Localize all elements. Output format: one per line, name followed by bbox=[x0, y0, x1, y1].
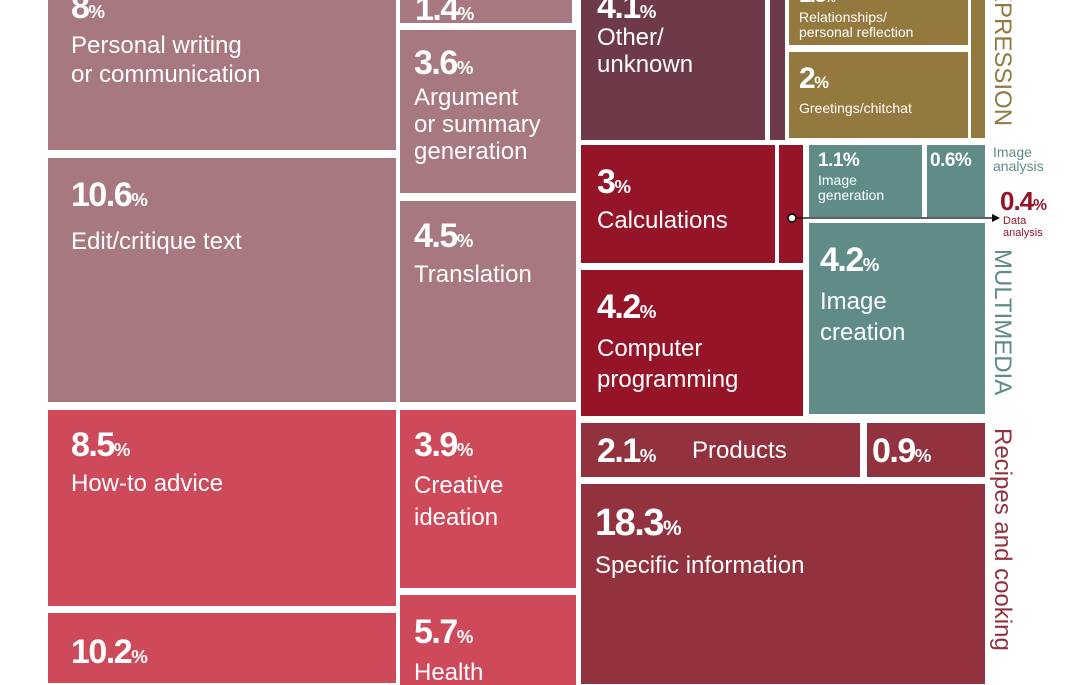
tile-label: Personal writing or communication bbox=[71, 32, 261, 88]
data-analysis-label: Data analysis bbox=[1003, 215, 1043, 240]
tile-howto[interactable]: 8.5% How-to advice bbox=[48, 410, 396, 606]
tile-other-narrow[interactable] bbox=[770, 0, 785, 140]
tile-recipes[interactable]: 0.9% bbox=[867, 423, 985, 477]
tile-label: Argument or summary generation bbox=[414, 84, 541, 165]
tile-value: 4.2% bbox=[820, 241, 880, 279]
tile-personal-writing[interactable]: 8% Personal writing or communication bbox=[48, 0, 396, 150]
tile-label: Calculations bbox=[597, 207, 728, 234]
tile-value: 4.2% bbox=[597, 288, 657, 326]
tile-label: Image creation bbox=[820, 288, 906, 347]
tile-image-generation[interactable]: 1.1% Image generation bbox=[809, 145, 922, 217]
tile-value: 5.7% bbox=[414, 613, 474, 651]
tile-label: Products bbox=[692, 437, 787, 464]
tile-value: 3.6% bbox=[414, 44, 474, 82]
group-label-expression: XPRESSION bbox=[989, 0, 1016, 127]
tile-value: 10.2% bbox=[71, 633, 148, 671]
tile-label: Edit/critique text bbox=[71, 228, 242, 255]
tile-bottom-left[interactable]: 10.2% bbox=[48, 613, 396, 683]
tile-label: Translation bbox=[414, 261, 532, 288]
tile-value: 10.6% bbox=[71, 176, 148, 214]
tile-image-creation[interactable]: 4.2% Image creation bbox=[809, 223, 985, 414]
tile-value: 4.1% bbox=[597, 0, 657, 26]
tile-data-analysis[interactable] bbox=[779, 145, 803, 263]
tile-value: 3% bbox=[597, 163, 632, 201]
tile-value: 3.9% bbox=[414, 426, 474, 464]
tile-label: Computer programming bbox=[597, 335, 739, 394]
tile-label: Image generation bbox=[818, 172, 885, 203]
data-analysis-callout-arrow bbox=[787, 213, 1000, 223]
tile-image-analysis[interactable]: 0.6% bbox=[927, 145, 985, 217]
tile-small-cut[interactable]: 1.4% bbox=[400, 0, 572, 23]
tile-translation[interactable]: 4.5% Translation bbox=[400, 201, 576, 402]
tile-expression-bar[interactable] bbox=[971, 0, 985, 138]
tile-value: 8% bbox=[71, 0, 106, 26]
tile-value: 4.5% bbox=[414, 217, 474, 255]
tile-calculations[interactable]: 3% Calculations bbox=[581, 145, 775, 263]
tile-label: Greetings/chitchat bbox=[799, 100, 912, 116]
tile-value: 2% bbox=[799, 62, 829, 95]
image-analysis-label: Image analysis bbox=[993, 144, 1044, 174]
data-analysis-value: 0.4% bbox=[1000, 186, 1047, 216]
tile-products[interactable]: 2.1% Products bbox=[581, 423, 860, 477]
tile-value: 1.3% bbox=[799, 0, 836, 6]
tile-value: 1.1% bbox=[818, 150, 860, 171]
tile-value: 18.3% bbox=[595, 502, 682, 544]
tile-health[interactable]: 5.7% Health bbox=[400, 595, 576, 685]
tile-edit-critique[interactable]: 10.6% Edit/critique text bbox=[48, 158, 396, 402]
group-label-multimedia: MULTIMEDIA bbox=[989, 249, 1016, 396]
tile-label: Relationships/ personal reflection bbox=[799, 9, 914, 40]
tile-value: 2.1% bbox=[597, 432, 657, 470]
tile-label: Specific information bbox=[595, 552, 805, 579]
recipes-side-label: Recipes and cooking bbox=[989, 428, 1016, 651]
tile-label: Other/ unknown bbox=[597, 24, 694, 78]
tile-argument[interactable]: 3.6% Argument or summary generation bbox=[400, 30, 576, 193]
tile-label: How-to advice bbox=[71, 470, 224, 497]
tile-value: 0.6% bbox=[930, 150, 972, 171]
tile-value: 0.9% bbox=[872, 432, 932, 470]
tile-value: 1.4% bbox=[415, 0, 475, 23]
tile-relationships[interactable]: 1.3% Relationships/ personal reflection bbox=[789, 0, 968, 45]
tile-other-unknown[interactable]: 4.1% Other/ unknown bbox=[581, 0, 765, 140]
tile-value: 8.5% bbox=[71, 426, 131, 464]
tile-creative-ideation[interactable]: 3.9% Creative ideation bbox=[400, 410, 576, 588]
tile-label: Creative ideation bbox=[414, 472, 504, 532]
tile-greetings[interactable]: 2% Greetings/chitchat bbox=[789, 52, 968, 138]
tile-label: Health bbox=[414, 659, 484, 685]
tile-computer-programming[interactable]: 4.2% Computer programming bbox=[581, 270, 803, 416]
tile-specific-information[interactable]: 18.3% Specific information bbox=[581, 484, 985, 684]
